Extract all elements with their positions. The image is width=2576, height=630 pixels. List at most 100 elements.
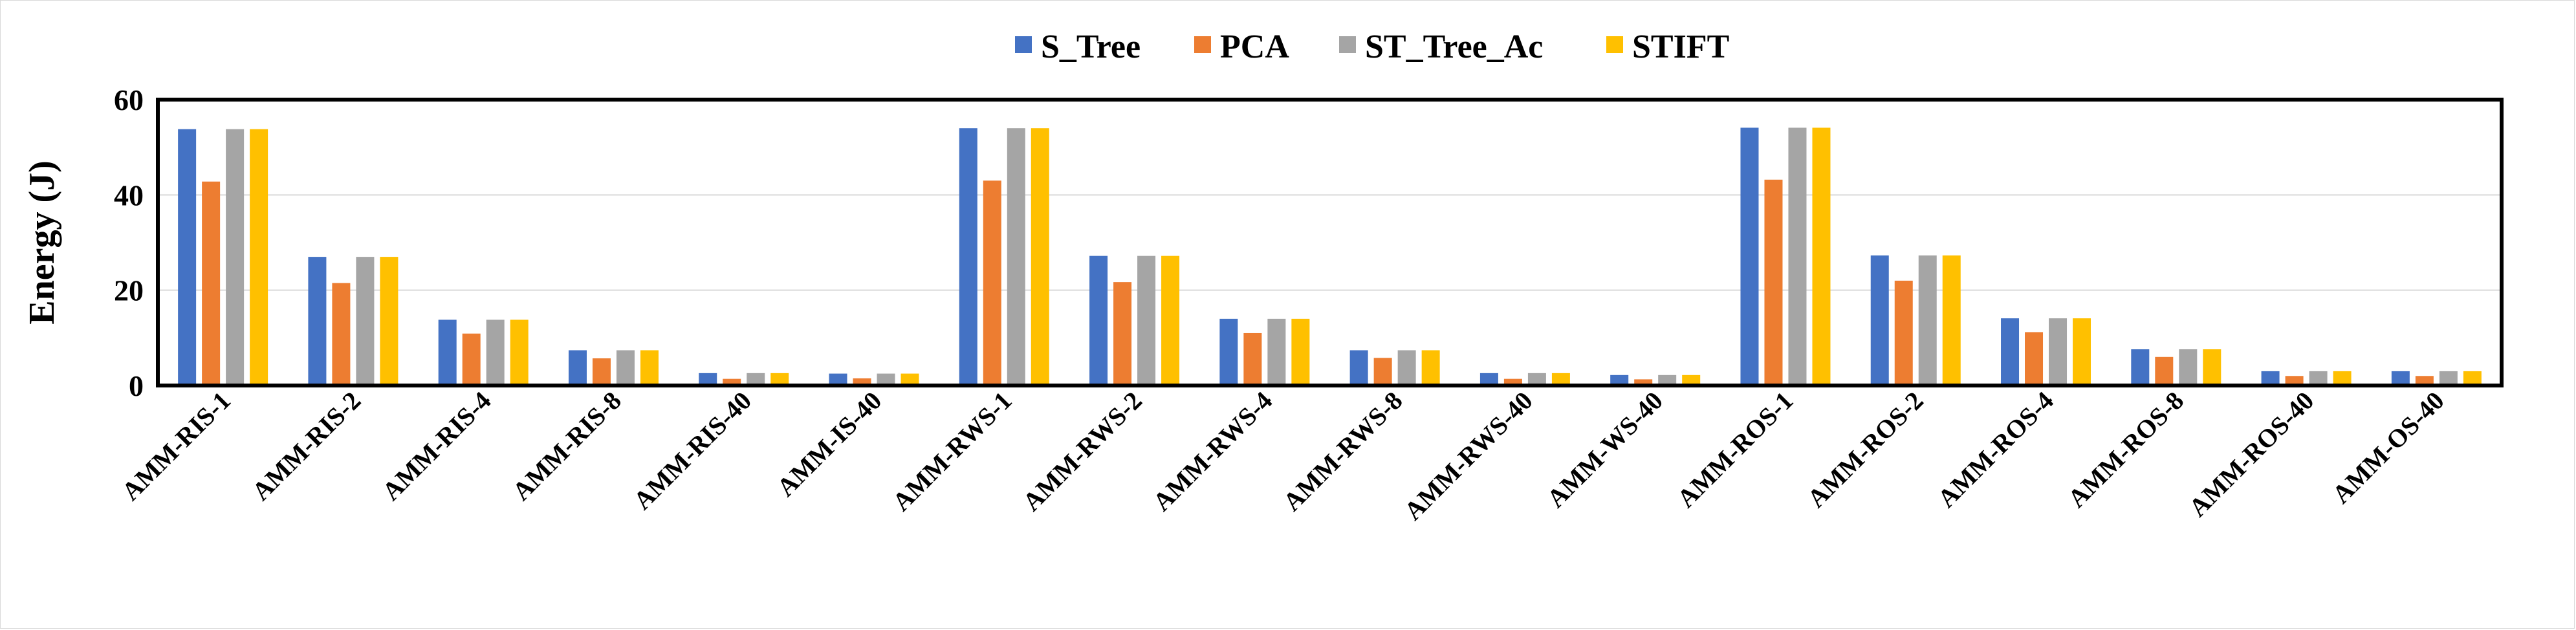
legend-label: STIFT <box>1632 28 1729 65</box>
bar-s-tree <box>699 373 717 386</box>
bar-stift <box>1682 375 1701 386</box>
bar-st-tree-ac <box>2049 318 2068 386</box>
x-tick-label: AMM-IS-40 <box>771 386 888 503</box>
y-axis: 0 20 40 60 <box>114 83 144 402</box>
bar-st-tree-ac <box>1527 373 1546 386</box>
bar-s-tree <box>2261 371 2280 386</box>
bar-stift <box>1031 128 1049 386</box>
bar-pca <box>1764 179 1783 386</box>
x-tick-label: AMM-RWS-8 <box>1277 386 1408 517</box>
bar-stift <box>510 320 529 386</box>
bar-st-tree-ac <box>1397 350 1416 386</box>
gridlines <box>158 194 2502 291</box>
bar-s-tree <box>178 129 197 386</box>
bar-stift <box>2203 349 2221 386</box>
bar-pca <box>983 180 1001 386</box>
bar-st-tree-ac <box>1658 375 1677 386</box>
x-tick-label: AMM-RIS-8 <box>507 386 627 506</box>
bar-pca <box>592 358 611 386</box>
bar-s-tree <box>959 128 977 386</box>
y-tick-label: 20 <box>114 274 144 307</box>
bar-stift <box>380 257 398 386</box>
bar-pca <box>1373 358 1392 386</box>
bar-pca <box>2155 356 2174 386</box>
bar-stift <box>2333 371 2352 386</box>
bar-pca <box>2285 376 2304 386</box>
x-tick-label: AMM-ROS-40 <box>2183 386 2320 523</box>
bar-st-tree-ac <box>356 257 375 386</box>
bar-st-tree-ac <box>1137 255 1156 386</box>
bar-stift <box>770 373 789 386</box>
bar-s-tree <box>308 257 327 386</box>
bar-st-tree-ac <box>1267 318 1286 386</box>
x-tick-label: AMM-OS-40 <box>2326 386 2449 509</box>
bar-stift <box>1291 318 1310 386</box>
x-tick-label: AMM-RWS-40 <box>1399 386 1538 526</box>
bar-s-tree <box>1740 127 1759 386</box>
bar-s-tree <box>1610 375 1629 386</box>
bar-stift <box>1421 350 1440 386</box>
x-tick-label: AMM-WS-40 <box>1541 386 1668 514</box>
bar-stift <box>1942 255 1961 386</box>
x-tick-label: AMM-RIS-40 <box>628 386 757 516</box>
bar-pca <box>202 181 221 386</box>
bar-pca <box>1243 332 1262 386</box>
bar-stift <box>1161 255 1180 386</box>
bar-stift <box>1812 127 1831 386</box>
bar-st-tree-ac <box>1007 128 1025 386</box>
bar-pca <box>462 333 481 386</box>
x-tick-label: AMM-RWS-2 <box>1017 386 1148 517</box>
plot-area-border <box>156 98 2504 387</box>
bar-s-tree <box>2001 318 2020 386</box>
bar-s-tree <box>1219 318 1238 386</box>
legend-swatch-s-tree <box>1015 36 1032 53</box>
bar-s-tree <box>1870 255 1889 386</box>
bar-s-tree <box>2131 349 2150 386</box>
y-tick-label: 0 <box>129 369 144 402</box>
bar-st-tree-ac <box>2309 371 2328 386</box>
legend-label: ST_Tree_Ac <box>1365 28 1543 65</box>
bar-stift <box>640 350 659 386</box>
bar-pca <box>1503 378 1522 386</box>
x-tick-label: AMM-RIS-1 <box>116 386 236 506</box>
legend-label: PCA <box>1220 28 1289 65</box>
bar-pca <box>1634 379 1653 386</box>
legend-label: S_Tree <box>1041 28 1141 65</box>
x-tick-label: AMM-ROS-1 <box>1672 386 1799 514</box>
x-tick-label: AMM-ROS-4 <box>1932 386 2059 514</box>
bar-st-tree-ac <box>1788 127 1807 386</box>
bar-st-tree-ac <box>877 373 895 386</box>
bar-stift <box>901 373 919 386</box>
x-tick-label: AMM-RIS-4 <box>377 386 497 506</box>
bar-pca <box>2415 376 2434 386</box>
x-tick-label: AMM-ROS-8 <box>2062 386 2189 514</box>
bar-pca <box>723 378 741 386</box>
bar-st-tree-ac <box>2439 371 2458 386</box>
bar-st-tree-ac <box>1918 255 1937 386</box>
bar-s-tree <box>1089 255 1108 386</box>
legend: S_Tree PCA ST_Tree_Ac STIFT <box>1015 28 1729 65</box>
bar-stift <box>1551 373 1570 386</box>
bar-st-tree-ac <box>2179 349 2198 386</box>
bar-pca <box>1113 282 1132 386</box>
y-axis-label: Energy (J) <box>22 160 62 325</box>
bar-stift <box>250 129 268 386</box>
bar-s-tree <box>1479 373 1498 386</box>
bar-st-tree-ac <box>226 129 245 386</box>
bar-stift <box>2463 371 2482 386</box>
bar-pca <box>1894 280 1913 386</box>
y-tick-label: 40 <box>114 179 144 212</box>
bars <box>178 127 2482 386</box>
bar-pca <box>853 378 871 386</box>
legend-swatch-pca <box>1194 36 1211 53</box>
bar-s-tree <box>568 350 587 386</box>
bar-pca <box>332 283 351 386</box>
x-tick-label: AMM-RIS-2 <box>246 386 366 506</box>
bar-stift <box>2073 318 2091 386</box>
x-tick-label: AMM-RWS-1 <box>887 386 1018 517</box>
y-tick-label: 60 <box>114 83 144 116</box>
bar-st-tree-ac <box>616 350 635 386</box>
x-axis: AMM-RIS-1 AMM-RIS-2 AMM-RIS-4 AMM-RIS-8 AMM-… <box>116 386 2450 526</box>
bar-s-tree <box>1349 350 1368 386</box>
